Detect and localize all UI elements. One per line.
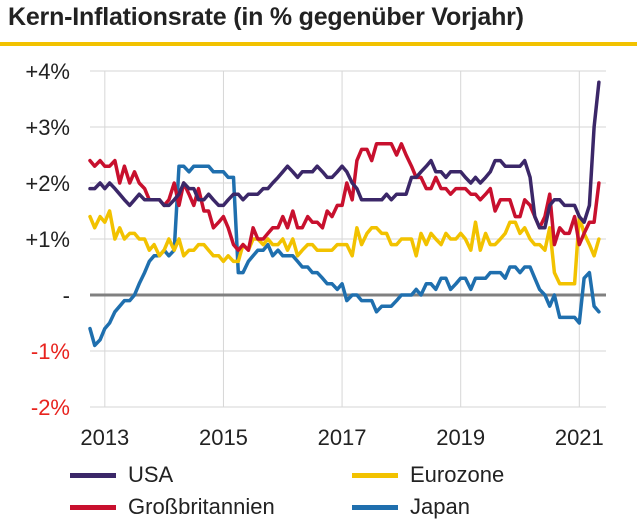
x-tick-labels: 2013 2015 2017 2019 2021	[80, 425, 603, 450]
legend-item: USA	[70, 460, 173, 490]
x-tick-label: 2017	[318, 425, 367, 450]
x-tick-label: 2015	[199, 425, 248, 450]
legend-label: Japan	[410, 494, 470, 519]
series-layer	[88, 80, 601, 348]
y-tick-label: +1%	[25, 227, 70, 252]
legend-swatch	[352, 472, 398, 478]
y-tick-label: +4%	[25, 59, 70, 84]
series-line-gro-britannien	[88, 142, 601, 252]
y-tick-label: +2%	[25, 171, 70, 196]
legend-swatch	[70, 472, 116, 478]
legend-item: Eurozone	[352, 460, 504, 490]
chart-title: Kern-Inflationsrate (in % gegenüber Vorj…	[8, 3, 524, 31]
legend-label: USA	[128, 462, 174, 487]
legend-label: Großbritannien	[128, 494, 275, 519]
legend-swatch	[70, 504, 116, 510]
y-tick-labels: +4% +3% +2% +1% - -1% -2%	[25, 59, 70, 420]
series-line-japan	[88, 164, 601, 348]
legend: USA Eurozone Großbritannien Japan	[0, 456, 637, 526]
x-tick-label: 2019	[436, 425, 485, 450]
title-underline	[0, 42, 637, 46]
series-line-eurozone	[88, 209, 601, 286]
legend-item: Großbritannien	[70, 492, 275, 522]
x-tick-label: 2021	[555, 425, 604, 450]
y-tick-label: -2%	[31, 395, 70, 420]
legend-label: Eurozone	[410, 462, 505, 487]
series-line-usa	[88, 80, 601, 230]
line-chart: +4% +3% +2% +1% - -1% -2% 2013 2015 2017 2019 2021	[25, 59, 606, 450]
x-tick-label: 2013	[80, 425, 129, 450]
y-tick-label: -1%	[31, 339, 70, 364]
legend-item: Japan	[352, 492, 470, 522]
y-tick-label: +3%	[25, 115, 70, 140]
legend-swatch	[352, 504, 398, 510]
y-tick-label: -	[63, 283, 70, 308]
